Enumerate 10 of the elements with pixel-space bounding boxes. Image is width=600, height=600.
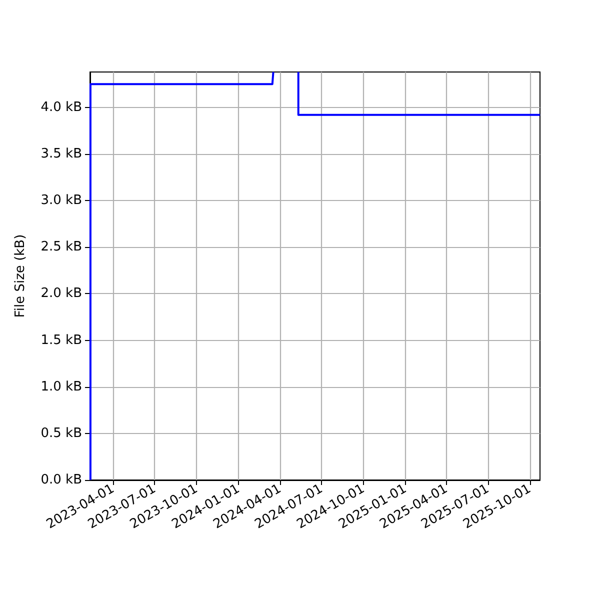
y-axis-title: File Size (kB) <box>13 234 28 318</box>
y-tick-label: 0.5 kB <box>40 426 82 441</box>
y-tick-label: 3.0 kB <box>40 193 82 208</box>
y-tick-label: 3.5 kB <box>40 146 82 162</box>
y-tick-label: 1.5 kB <box>40 332 82 348</box>
y-tick-label: 2.5 kB <box>40 240 82 255</box>
y-tick-label: 1.0 kB <box>40 379 82 394</box>
y-tick-label: 2.0 kB <box>40 286 82 302</box>
y-tick-label: 0.0 kB <box>40 472 82 488</box>
y-tick-label: 4.0 kB <box>40 100 82 115</box>
